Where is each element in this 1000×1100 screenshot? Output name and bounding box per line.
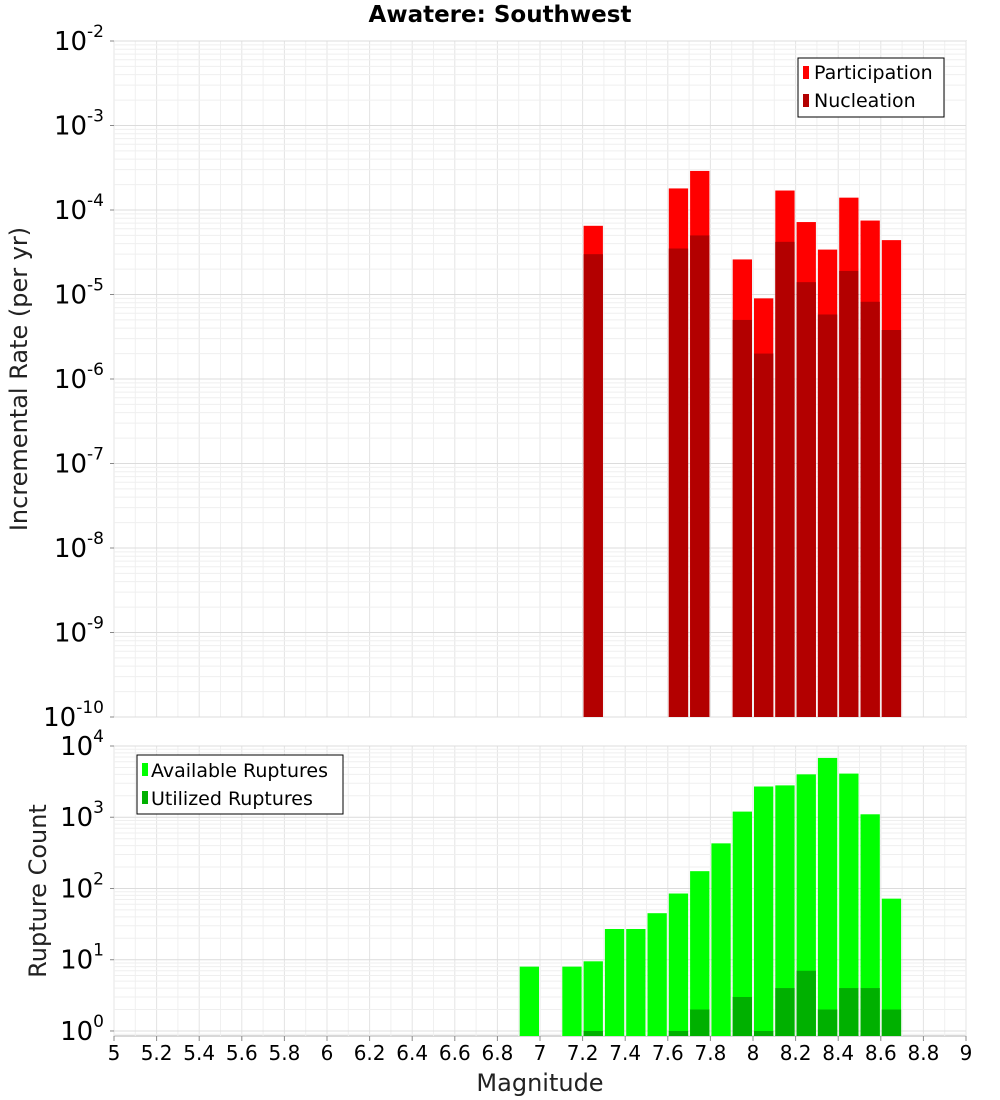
rate-y-ticks: 10-10 10-9 10-8 10-7 10-6 10-5 10-4 10-3 10-2: [43, 22, 114, 733]
count-bar-s0: [711, 843, 731, 1036]
count-bar-s1: [860, 988, 880, 1036]
count-y-tick-label: 103: [60, 798, 104, 833]
x-tick-label: 6.4: [396, 1041, 428, 1065]
rate-y-tick-label: 10-3: [54, 107, 104, 142]
count-bar-s0: [860, 814, 880, 1036]
legend-label-utilized: Utilized Ruptures: [151, 788, 313, 810]
count-bar-s1: [775, 988, 795, 1036]
legend-label-nucleation: Nucleation: [814, 90, 916, 112]
rate-bar-s1: [881, 330, 902, 717]
count-bar-s1: [732, 996, 752, 1036]
x-tick-label: 7: [534, 1041, 547, 1065]
count-y-tick-label: 100: [60, 1012, 104, 1047]
x-axis-label: Magnitude: [476, 1069, 603, 1097]
x-tick-label: 8.4: [822, 1041, 854, 1065]
count-bar-s1: [817, 1009, 838, 1036]
count-bar-s0: [754, 786, 774, 1036]
rate-y-tick-label: 10-7: [54, 445, 104, 480]
chart-title: Awatere: Southwest: [369, 2, 632, 28]
rate-bar-s1: [754, 353, 774, 717]
rate-bar-s1: [817, 314, 838, 717]
count-bar-s1: [881, 1009, 902, 1036]
count-bar-s0: [626, 928, 646, 1036]
count-bar-s1: [690, 1009, 710, 1036]
rate-grid: [113, 40, 967, 718]
x-tick-label: 6.6: [439, 1041, 471, 1065]
rate-bars: [583, 170, 902, 718]
count-bars: [519, 757, 902, 1036]
rate-y-tick-label: 10-8: [54, 529, 104, 564]
count-bar-s0: [647, 913, 667, 1036]
count-bar-s1: [839, 988, 859, 1036]
x-tick-label: 7.8: [694, 1041, 726, 1065]
rate-bar-s1: [690, 235, 710, 718]
x-tick-label: 8.8: [907, 1041, 939, 1065]
x-tick-label: 5.8: [268, 1041, 300, 1065]
rate-legend-box: [797, 57, 945, 118]
count-bar-s1: [583, 1030, 603, 1036]
rate-y-tick-label: 10-2: [54, 22, 104, 57]
count-bar-s0: [668, 893, 689, 1036]
count-y-tick-label: 104: [60, 727, 104, 762]
legend-swatch-available: [142, 763, 148, 776]
x-tick-label: 7.6: [652, 1041, 684, 1065]
count-bar-s0: [817, 757, 838, 1036]
x-tick-label: 8: [747, 1041, 760, 1065]
count-bar-s0: [583, 961, 603, 1036]
count-bar-s0: [519, 966, 539, 1036]
count-legend-box: [136, 754, 344, 815]
count-bar-s1: [796, 970, 816, 1036]
count-legend: Available Ruptures Utilized Ruptures: [136, 754, 344, 815]
rate-bar-s1: [668, 248, 689, 717]
rate-y-tick-label: 10-6: [54, 360, 104, 395]
count-bar-s0: [881, 898, 902, 1036]
count-bar-s0: [690, 871, 710, 1036]
x-tick-label: 5.4: [183, 1041, 215, 1065]
count-bar-s0: [775, 785, 795, 1036]
x-tick-label: 7.2: [567, 1041, 599, 1065]
count-bar-s0: [604, 928, 625, 1036]
count-bar-s0: [839, 773, 859, 1036]
rate-y-tick-label: 10-5: [54, 276, 104, 311]
x-tick-label: 6.2: [354, 1041, 386, 1065]
legend-label-participation: Participation: [814, 62, 933, 84]
x-tick-label: 5.2: [141, 1041, 173, 1065]
count-y-tick-label: 102: [60, 869, 104, 904]
legend-swatch-utilized: [142, 791, 148, 804]
x-tick-label: 8.6: [865, 1041, 897, 1065]
count-bar-s0: [732, 811, 752, 1036]
rate-legend: Participation Nucleation: [797, 57, 945, 118]
rate-y-tick-label: 10-10: [43, 698, 104, 733]
x-ticks: 5 5.2 5.4 5.6 5.8 6 6.2 6.4 6.6 6.8 7 7.2 7.4 7.6 7.8 8…: [108, 1036, 973, 1065]
rate-bar-s1: [775, 241, 795, 717]
count-bar-s0: [562, 966, 582, 1036]
rate-y-axis-label: Incremental Rate (per yr): [5, 227, 33, 531]
x-tick-label: 8.2: [780, 1041, 812, 1065]
x-tick-label: 5: [108, 1041, 121, 1065]
x-tick-label: 7.4: [609, 1041, 641, 1065]
count-bar-s0: [796, 774, 816, 1036]
rate-y-tick-label: 10-9: [54, 614, 104, 649]
legend-swatch-nucleation: [803, 94, 809, 107]
rate-bar-s1: [796, 282, 816, 717]
x-tick-label: 5.6: [226, 1041, 258, 1065]
x-tick-label: 6.8: [481, 1041, 513, 1065]
rate-y-tick-label: 10-4: [54, 191, 104, 226]
rate-bar-s1: [732, 319, 752, 717]
x-tick-label: 6: [321, 1041, 334, 1065]
count-bar-s1: [668, 1030, 689, 1036]
rate-bar-s1: [583, 254, 603, 717]
legend-swatch-participation: [803, 66, 809, 79]
x-tick-label: 9: [960, 1041, 973, 1065]
legend-label-available: Available Ruptures: [151, 760, 328, 782]
rate-bar-s1: [860, 301, 880, 717]
count-y-tick-label: 101: [60, 941, 104, 976]
rate-bar-s1: [839, 270, 859, 717]
count-bar-s1: [754, 1030, 774, 1036]
count-panel: 100 101 102 103 104 5 5.2 5.4 5.6 5.8 6 6.2 6.4 6.6 6…: [24, 727, 972, 1097]
count-y-axis-label: Rupture Count: [24, 804, 52, 978]
count-y-ticks: 100 101 102 103 104: [60, 727, 114, 1047]
rate-panel: 10-10 10-9 10-8 10-7 10-6 10-5 10-4 10-3 10-2 In…: [5, 22, 967, 733]
